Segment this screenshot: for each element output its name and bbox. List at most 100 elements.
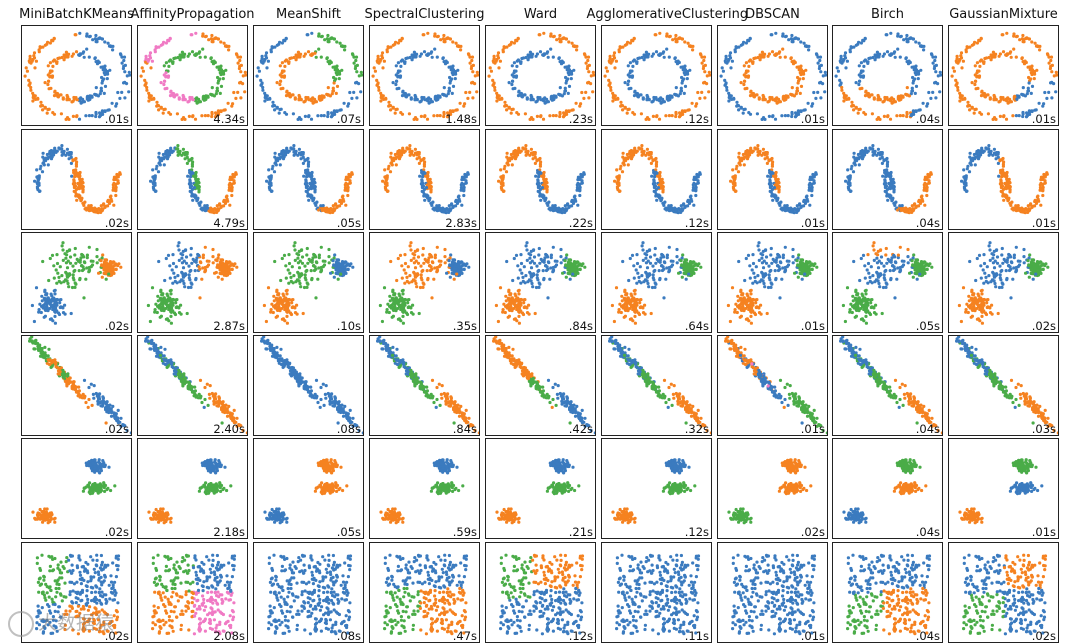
data-point [1039, 203, 1043, 207]
data-point [684, 70, 688, 74]
plot-panel-noisy_circles-dbscan: .01s [717, 25, 828, 126]
data-point [1014, 55, 1018, 59]
data-point [215, 204, 219, 208]
data-point [272, 170, 277, 174]
data-point [799, 72, 803, 77]
data-point [183, 98, 187, 102]
data-point [589, 74, 593, 78]
data-point [435, 55, 439, 59]
data-point [342, 101, 346, 105]
data-point [475, 70, 479, 74]
data-point [451, 109, 455, 114]
data-point [66, 55, 70, 59]
data-point [119, 265, 123, 269]
data-point [512, 61, 516, 65]
data-point [871, 153, 875, 157]
data-point [104, 270, 108, 274]
data-point [264, 51, 269, 55]
data-point [151, 182, 156, 186]
data-point [104, 277, 108, 281]
data-point [887, 186, 891, 190]
data-point [515, 111, 519, 115]
data-point [308, 186, 312, 190]
data-point [631, 64, 635, 68]
data-point [95, 38, 99, 42]
data-point [558, 86, 562, 90]
data-point [810, 104, 814, 108]
data-point [545, 97, 549, 101]
data-point [505, 45, 509, 49]
data-point [860, 150, 864, 154]
data-point [70, 100, 74, 104]
data-point [127, 90, 131, 94]
data-point [65, 266, 70, 270]
data-point [624, 159, 628, 163]
data-point [326, 112, 330, 116]
data-point [956, 88, 960, 92]
data-point [278, 82, 282, 87]
data-point [160, 159, 164, 163]
data-point [79, 199, 83, 203]
data-point [99, 89, 104, 93]
data-point [55, 309, 59, 313]
data-point [787, 38, 791, 42]
data-point [89, 204, 93, 208]
data-point [674, 208, 678, 213]
data-point [616, 174, 620, 179]
data-point [609, 88, 613, 92]
data-point [761, 93, 765, 98]
data-point [160, 156, 164, 160]
data-point [959, 54, 963, 58]
data-point [193, 117, 198, 121]
data-point [668, 208, 672, 212]
data-point [466, 96, 470, 100]
data-point [1005, 196, 1009, 200]
data-point [85, 208, 89, 212]
data-point [453, 77, 457, 81]
data-point [885, 164, 889, 168]
data-point [398, 38, 402, 42]
data-point [795, 204, 799, 208]
data-point [115, 174, 119, 178]
data-point [322, 114, 326, 118]
data-point [392, 156, 396, 160]
data-point [616, 188, 620, 192]
data-point [244, 73, 247, 77]
data-point [451, 72, 455, 77]
data-point [59, 112, 64, 116]
data-point [418, 100, 422, 104]
data-point [847, 174, 851, 179]
data-point [85, 256, 89, 260]
scatter-plot [834, 31, 942, 121]
data-point [761, 147, 765, 151]
data-point [564, 37, 568, 41]
data-point [563, 86, 567, 90]
data-point [558, 93, 562, 97]
data-point [922, 188, 926, 192]
data-point [78, 259, 82, 263]
data-point [644, 50, 648, 54]
data-point [917, 204, 921, 208]
data-point [862, 111, 866, 115]
data-point [869, 93, 873, 97]
data-point [210, 33, 214, 38]
data-point [747, 111, 751, 115]
data-point [82, 201, 86, 205]
data-point [236, 90, 240, 94]
runtime-label: .05s [336, 216, 361, 230]
data-point [257, 69, 261, 73]
data-point [496, 54, 500, 58]
data-point [90, 114, 94, 118]
data-point [194, 196, 198, 200]
data-point [379, 99, 383, 103]
data-point [919, 195, 923, 199]
data-point [661, 181, 665, 185]
data-point [400, 36, 404, 40]
data-point [687, 201, 692, 205]
data-point [783, 204, 787, 208]
data-point [110, 101, 114, 105]
data-point [1047, 61, 1051, 65]
data-point [150, 59, 154, 63]
data-point [82, 296, 86, 300]
data-point [108, 195, 112, 199]
